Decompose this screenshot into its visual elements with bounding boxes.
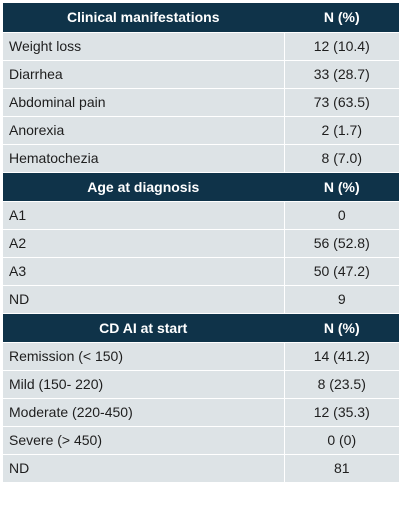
table-row: ND 9 — [3, 285, 399, 314]
row-value: 56 (52.8) — [284, 229, 399, 258]
section-header-age-at-diagnosis: Age at diagnosis N (%) — [3, 172, 399, 202]
row-label: Moderate (220-450) — [3, 398, 285, 427]
table-row: Mild (150- 220) 8 (23.5) — [3, 370, 399, 399]
row-label: A1 — [3, 201, 285, 230]
section-header-label: CD AI at start — [3, 313, 285, 343]
table-row: Moderate (220-450) 12 (35.3) — [3, 398, 399, 427]
table-row: A3 50 (47.2) — [3, 257, 399, 286]
row-value: 12 (10.4) — [284, 32, 399, 61]
table-row: A1 0 — [3, 201, 399, 230]
row-label: Anorexia — [3, 116, 285, 145]
section-header-value: N (%) — [284, 3, 399, 33]
table-row: Severe (> 450) 0 (0) — [3, 426, 399, 455]
section-header-label: Clinical manifestations — [3, 3, 285, 33]
section-header-value: N (%) — [284, 313, 399, 343]
row-value: 12 (35.3) — [284, 398, 399, 427]
row-value: 0 (0) — [284, 426, 399, 455]
row-value: 50 (47.2) — [284, 257, 399, 286]
section-header-value: N (%) — [284, 172, 399, 202]
table-row: A2 56 (52.8) — [3, 229, 399, 258]
row-value: 8 (23.5) — [284, 370, 399, 399]
table-row: Weight loss 12 (10.4) — [3, 32, 399, 61]
row-label: Hematochezia — [3, 144, 285, 173]
table-row: Remission (< 150) 14 (41.2) — [3, 342, 399, 371]
row-label: Abdominal pain — [3, 88, 285, 117]
row-value: 9 — [284, 285, 399, 314]
row-label: Weight loss — [3, 32, 285, 61]
row-value: 8 (7.0) — [284, 144, 399, 173]
table-row: Abdominal pain 73 (63.5) — [3, 88, 399, 117]
row-value: 33 (28.7) — [284, 60, 399, 89]
row-label: A3 — [3, 257, 285, 286]
row-value: 14 (41.2) — [284, 342, 399, 371]
row-value: 81 — [284, 454, 399, 483]
section-header-clinical-manifestations: Clinical manifestations N (%) — [3, 3, 399, 33]
row-value: 0 — [284, 201, 399, 230]
table-row: Hematochezia 8 (7.0) — [3, 144, 399, 173]
row-label: ND — [3, 454, 285, 483]
table-row: Anorexia 2 (1.7) — [3, 116, 399, 145]
row-label: ND — [3, 285, 285, 314]
row-label: A2 — [3, 229, 285, 258]
row-label: Severe (> 450) — [3, 426, 285, 455]
section-header-cd-ai-at-start: CD AI at start N (%) — [3, 313, 399, 343]
table-row: Diarrhea 33 (28.7) — [3, 60, 399, 89]
table-row: ND 81 — [3, 454, 399, 483]
row-value: 2 (1.7) — [284, 116, 399, 145]
data-table: Clinical manifestations N (%) Weight los… — [3, 3, 399, 483]
row-label: Diarrhea — [3, 60, 285, 89]
row-label: Mild (150- 220) — [3, 370, 285, 399]
section-header-label: Age at diagnosis — [3, 172, 285, 202]
row-value: 73 (63.5) — [284, 88, 399, 117]
row-label: Remission (< 150) — [3, 342, 285, 371]
